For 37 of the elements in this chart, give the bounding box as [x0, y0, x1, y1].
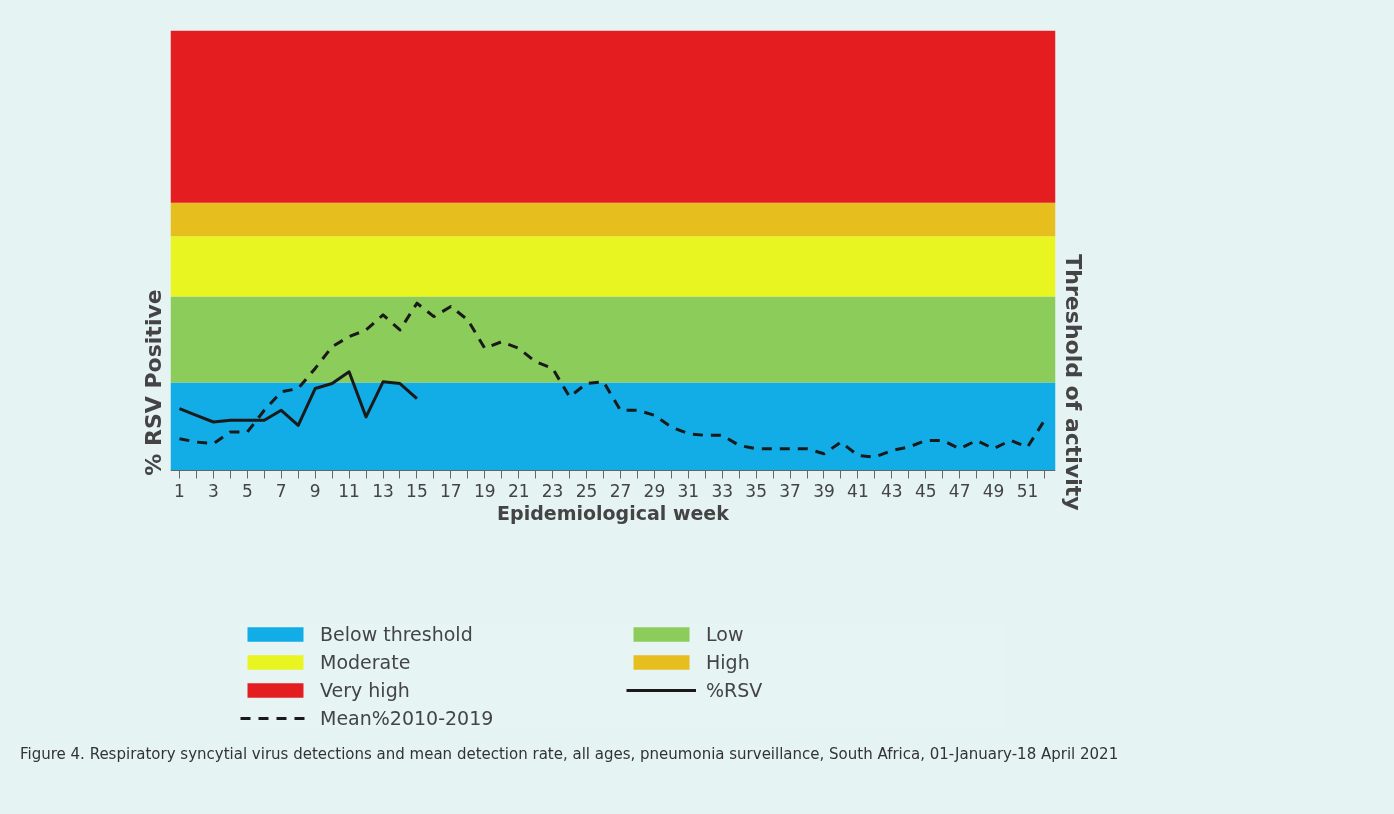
x-tick-label: 47 [948, 480, 971, 501]
x-tick-label: 21 [507, 480, 530, 501]
x-tick-label: 35 [745, 480, 767, 501]
x-tick-label: 37 [779, 480, 801, 501]
x-tick-label: 29 [643, 480, 666, 501]
x-tick-label: 33 [711, 480, 734, 501]
legend-label: Mean%2010-2019 [320, 707, 495, 729]
x-tick-label: 51 [1016, 480, 1039, 501]
caption: Figure 4. Respiratory syncytial virus detections and mean detection rate, all ages, pneumonia surveillance, South Africa, 01-January-18 April 2021 [20, 744, 1119, 765]
x-tick-label: 31 [677, 480, 700, 501]
x-tick-label: 15 [406, 480, 428, 501]
x-tick-label: 3 [208, 480, 219, 501]
x-tick-label: 17 [440, 480, 462, 501]
legend-label: Low [706, 623, 745, 645]
x-tick-label: 19 [473, 480, 496, 501]
x-tick-label: 41 [847, 480, 869, 501]
y-axis-title: % RSV Positive [140, 289, 166, 476]
x-tick-label: 23 [541, 480, 564, 501]
legend-label: Moderate [320, 651, 412, 673]
x-tick-label: 11 [338, 480, 360, 501]
x-tick-label: 27 [609, 480, 632, 501]
x-tick-label: 25 [575, 480, 598, 501]
x-tick-label: 1 [174, 480, 185, 501]
x-tick-label: 7 [275, 480, 287, 501]
x-tick-label: 43 [881, 480, 903, 501]
x-tick-label: 49 [982, 480, 1005, 501]
legend-label: High [706, 651, 751, 673]
x-axis-title: Epidemiological week [497, 501, 730, 524]
x-tick-label: 5 [241, 480, 253, 501]
x-tick-label: 13 [372, 480, 394, 501]
legend-label: Below threshold [320, 623, 474, 645]
x-tick-label: 9 [309, 480, 321, 501]
legend-label: %RSV [706, 679, 764, 701]
y2-axis-title: Threshold of activity [1060, 254, 1086, 511]
x-tick-label: 39 [813, 480, 835, 501]
legend-label: Very high [320, 679, 411, 701]
x-tick-label: 45 [914, 480, 937, 501]
